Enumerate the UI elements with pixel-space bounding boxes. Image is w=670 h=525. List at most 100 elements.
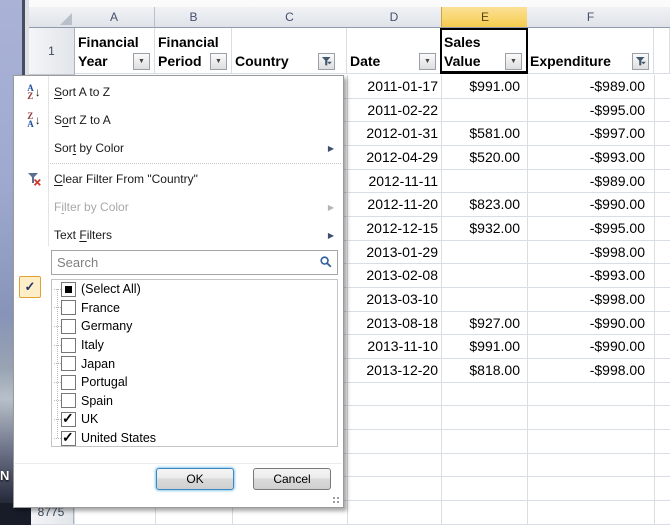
cell-date[interactable]: 2013-02-08 <box>348 264 440 287</box>
filter-value-row[interactable]: Japan <box>52 354 337 373</box>
checkbox-unchecked[interactable] <box>61 300 76 315</box>
cell-sales-value[interactable] <box>442 477 527 500</box>
cell-sales-value[interactable]: $823.00 <box>442 193 527 216</box>
column-header-F[interactable]: F <box>527 7 655 28</box>
cell-date[interactable]: 2012-11-11 <box>348 170 440 193</box>
cell-sales-value[interactable] <box>442 430 527 453</box>
cell-expenditure[interactable] <box>528 383 654 406</box>
cell-A1-financial-year[interactable]: Financial Year ▼ <box>75 28 155 74</box>
column-header-G-partial[interactable] <box>654 7 670 28</box>
cell-F1-expenditure[interactable]: Expenditure <box>527 28 654 74</box>
checkbox-unchecked[interactable] <box>61 375 76 390</box>
filter-value-row[interactable]: ✓UK <box>52 410 337 429</box>
filter-value-row[interactable]: Portugal <box>52 373 337 392</box>
cell-B1-financial-period[interactable]: Financial Period ▼ <box>155 28 232 74</box>
cell-date[interactable] <box>348 477 440 500</box>
filter-value-row[interactable]: Germany <box>52 317 337 336</box>
filter-value-row[interactable]: Italy <box>52 336 337 355</box>
cell-sales-value[interactable] <box>442 241 527 264</box>
cell-expenditure[interactable]: -$989.00 <box>528 75 654 98</box>
cell-expenditure[interactable] <box>528 501 654 524</box>
menu-item[interactable]: AZ↓Sort A to Z <box>14 78 343 106</box>
cell-expenditure[interactable]: -$998.00 <box>528 288 654 311</box>
menu-item[interactable]: Filter by Color▶ <box>14 193 343 221</box>
cell-expenditure[interactable]: -$995.00 <box>528 99 654 122</box>
select-all-corner[interactable] <box>29 7 75 28</box>
cell-date[interactable]: 2013-08-18 <box>348 312 440 335</box>
checkbox-checked[interactable]: ✓ <box>61 431 76 446</box>
cell-expenditure[interactable]: -$998.00 <box>528 241 654 264</box>
cell-expenditure[interactable]: -$989.00 <box>528 170 654 193</box>
cell-expenditure[interactable]: -$993.00 <box>528 146 654 169</box>
cell-expenditure[interactable]: -$993.00 <box>528 264 654 287</box>
cell-E1-sales-value[interactable]: Sales Value ▼ <box>441 28 527 74</box>
cell-expenditure[interactable]: -$990.00 <box>528 335 654 358</box>
cell-date[interactable]: 2011-01-17 <box>348 75 440 98</box>
checkbox-unchecked[interactable] <box>61 338 76 353</box>
cell-date[interactable] <box>348 383 440 406</box>
cell-expenditure[interactable] <box>528 406 654 429</box>
filter-value-row[interactable]: (Select All) <box>52 280 337 299</box>
menu-item[interactable]: Sort by Color▶ <box>14 134 343 162</box>
cell-C1-country[interactable]: Country <box>232 28 347 74</box>
filter-value-row[interactable]: Spain <box>52 392 337 411</box>
cell-sales-value[interactable] <box>442 406 527 429</box>
resize-grip[interactable] <box>331 495 341 505</box>
cell-sales-value[interactable] <box>442 288 527 311</box>
cancel-button[interactable]: Cancel <box>253 468 331 490</box>
filter-dropdown-button-A[interactable]: ▼ <box>133 53 150 70</box>
cell-sales-value[interactable]: $520.00 <box>442 146 527 169</box>
menu-item[interactable]: ZA↓Sort Z to A <box>14 106 343 134</box>
menu-item[interactable]: Text Filters▶ <box>14 221 343 249</box>
cell-date[interactable]: 2011-02-22 <box>348 99 440 122</box>
cell-expenditure[interactable] <box>528 430 654 453</box>
checkbox-unchecked[interactable] <box>61 319 76 334</box>
cell-date[interactable]: 2012-12-15 <box>348 217 440 240</box>
cell-sales-value[interactable]: $932.00 <box>442 217 527 240</box>
filter-value-row[interactable]: ✓United States <box>52 429 337 447</box>
cell-sales-value[interactable] <box>442 383 527 406</box>
filter-dropdown-button-E[interactable]: ▼ <box>505 53 522 70</box>
cell-date[interactable] <box>348 430 440 453</box>
filter-funnel-button-C[interactable] <box>318 53 335 70</box>
checkbox-unchecked[interactable] <box>61 393 76 408</box>
checkbox-checked[interactable]: ✓ <box>61 412 76 427</box>
cell-sales-value[interactable]: $818.00 <box>442 359 527 382</box>
menu-item[interactable]: Clear Filter From "Country" <box>14 165 343 193</box>
cell-date[interactable]: 2012-04-29 <box>348 146 440 169</box>
cell-expenditure[interactable] <box>528 477 654 500</box>
cell-sales-value[interactable] <box>442 170 527 193</box>
search-input[interactable] <box>51 250 338 275</box>
cell-expenditure[interactable]: -$995.00 <box>528 217 654 240</box>
filter-dropdown-button-B[interactable]: ▼ <box>210 53 227 70</box>
cell-expenditure[interactable] <box>528 454 654 477</box>
column-header-D[interactable]: D <box>347 7 442 28</box>
cell-expenditure[interactable]: -$998.00 <box>528 359 654 382</box>
cell-date[interactable] <box>348 501 440 524</box>
column-header-A[interactable]: A <box>74 7 155 28</box>
filter-funnel-button-F[interactable] <box>632 53 649 70</box>
cell-sales-value[interactable]: $927.00 <box>442 312 527 335</box>
cell-date[interactable]: 2012-11-20 <box>348 193 440 216</box>
cell-sales-value[interactable] <box>442 454 527 477</box>
cell-sales-value[interactable]: $991.00 <box>442 335 527 358</box>
cell-sales-value[interactable] <box>442 264 527 287</box>
cell-date[interactable]: 2013-11-10 <box>348 335 440 358</box>
cell-expenditure[interactable]: -$990.00 <box>528 193 654 216</box>
column-header-C[interactable]: C <box>232 7 348 28</box>
cell-expenditure[interactable]: -$990.00 <box>528 312 654 335</box>
cell-date[interactable]: 2013-03-10 <box>348 288 440 311</box>
cell-sales-value[interactable] <box>442 501 527 524</box>
cell-date[interactable] <box>348 454 440 477</box>
ok-button[interactable]: OK <box>156 468 234 490</box>
cell-expenditure[interactable]: -$997.00 <box>528 122 654 145</box>
cell-D1-date[interactable]: Date ▼ <box>347 28 441 74</box>
cell-date[interactable] <box>348 406 440 429</box>
row-header-1[interactable]: 1 <box>29 28 75 75</box>
filter-value-row[interactable]: France <box>52 299 337 318</box>
cell-sales-value[interactable]: $581.00 <box>442 122 527 145</box>
cell-sales-value[interactable]: $991.00 <box>442 75 527 98</box>
cell-date[interactable]: 2013-12-20 <box>348 359 440 382</box>
cell-date[interactable]: 2012-01-31 <box>348 122 440 145</box>
column-header-E-active[interactable]: E <box>441 7 529 28</box>
